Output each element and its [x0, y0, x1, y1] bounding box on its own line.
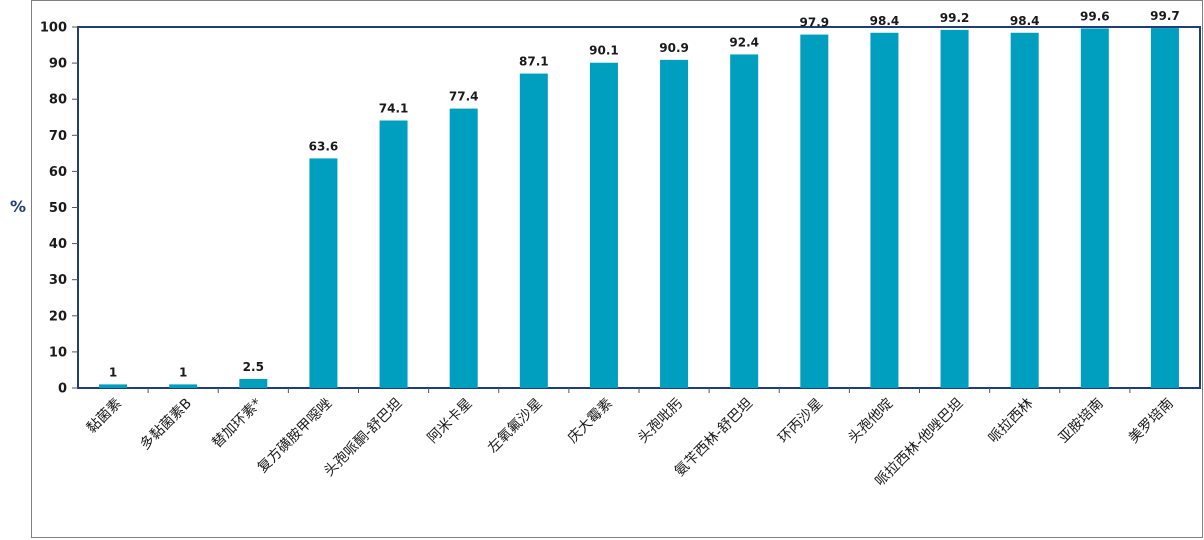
data-label: 1 — [109, 365, 117, 379]
data-label: 74.1 — [379, 101, 409, 115]
bar — [870, 32, 899, 388]
bar — [589, 62, 618, 388]
bar — [730, 54, 759, 388]
category-label: 复方磺胺甲噁唑 — [254, 395, 335, 476]
data-label: 97.9 — [800, 16, 830, 30]
category-label: 黏菌素 — [84, 396, 125, 437]
y-tick-label: 20 — [49, 309, 67, 324]
data-label: 90.9 — [659, 41, 689, 55]
bar — [940, 29, 969, 388]
y-tick-label: 80 — [49, 93, 67, 108]
bar — [379, 120, 408, 389]
bar — [660, 59, 689, 388]
bar — [309, 158, 338, 388]
bar — [1080, 28, 1109, 388]
category-label: 替加环素* — [209, 396, 265, 452]
category-label: 阿米卡星 — [425, 396, 476, 447]
bar — [519, 73, 548, 388]
category-label: 哌拉西林 — [985, 395, 1037, 447]
bar — [1150, 28, 1179, 388]
bar — [99, 384, 128, 388]
y-tick-label: 90 — [49, 57, 67, 72]
bar — [169, 384, 198, 388]
data-label: 87.1 — [519, 55, 549, 69]
bar — [1010, 32, 1039, 388]
y-tick-label: 30 — [49, 273, 67, 288]
chart-frame — [31, 0, 1203, 538]
bar — [449, 108, 478, 388]
category-label: 庆大霉素 — [565, 396, 616, 447]
plot-area: 0 10 20 30 40 50 60 70 80 90 100% 1 黏菌素 1 多黏菌素B 2.5 替加环素… — [10, 9, 1201, 490]
data-label: 63.6 — [309, 139, 339, 153]
data-label: 77.4 — [449, 90, 479, 104]
y-tick-label: 60 — [49, 165, 67, 180]
data-label: 92.4 — [729, 35, 759, 49]
category-label: 环丙沙星 — [775, 396, 826, 447]
y-tick-label: 0 — [58, 382, 67, 397]
data-label: 99.7 — [1150, 9, 1180, 23]
y-tick-label: 50 — [49, 201, 67, 216]
bar — [239, 378, 268, 388]
category-label: 头孢他啶 — [845, 396, 896, 447]
bar — [800, 34, 829, 389]
data-label: 99.2 — [940, 11, 970, 25]
category-label: 亚胺培南 — [1056, 396, 1107, 447]
category-label: 头孢吡肟 — [635, 396, 686, 447]
data-label: 98.4 — [870, 14, 900, 28]
y-tick-label: 70 — [49, 129, 67, 144]
category-label: 多黏菌素B — [137, 395, 195, 453]
y-axis-label: % — [10, 197, 26, 216]
category-label: 美罗培南 — [1126, 396, 1177, 447]
data-label: 90.1 — [589, 44, 619, 58]
data-label: 99.6 — [1080, 9, 1110, 23]
y-tick-label: 10 — [49, 345, 67, 360]
data-label: 2.5 — [243, 360, 264, 374]
y-tick-label: 100 — [40, 21, 67, 36]
data-label: 1 — [179, 365, 187, 379]
y-tick-label: 40 — [49, 237, 67, 252]
category-label: 左氧氟沙星 — [485, 396, 546, 457]
data-label: 98.4 — [1010, 14, 1040, 28]
